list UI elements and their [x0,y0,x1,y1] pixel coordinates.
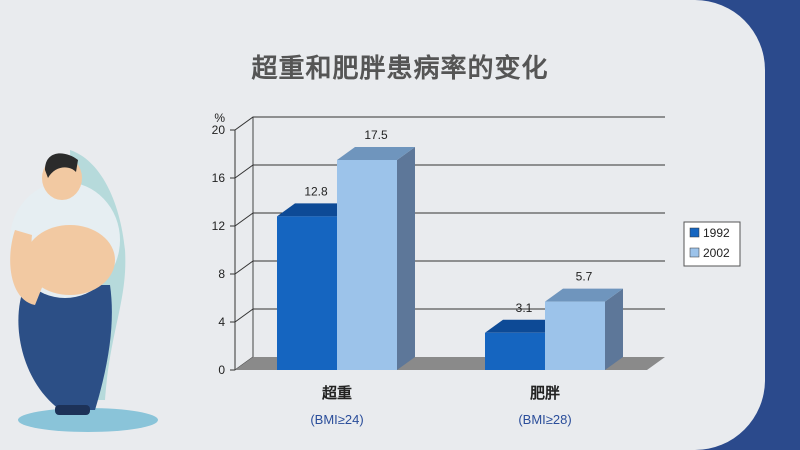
category-note: (BMI≥28) [518,412,571,427]
labels: 12.8 17.5 超重 (BMI≥24) 3.1 5.7 肥胖 (BMI≥28) [304,128,592,427]
y-tick-label: 4 [218,315,225,329]
grid-line [234,164,665,179]
category-label: 肥胖 [530,384,560,402]
data-label: 3.1 [516,301,533,315]
y-tick-label: 16 [212,171,226,185]
bars [277,147,623,370]
category-label: 超重 [321,384,352,402]
bar-2002-0 [337,147,415,370]
grid-line [234,260,665,275]
legend-label: 2002 [703,246,730,260]
legend-swatch [689,227,700,238]
legend: 1992 2002 [683,221,741,267]
side-wall [234,117,254,371]
bar-2002-1 [545,288,623,370]
y-tick-label: 12 [212,219,226,233]
y-unit-label: % [214,111,225,125]
category-note: (BMI≥24) [310,412,363,427]
grid-line [234,116,665,131]
chart-title: 超重和肥胖患病率的变化 [251,54,549,84]
y-tick-label: 8 [218,267,225,281]
y-tick-label: 0 [218,363,225,377]
overweight-man-illustration [10,150,158,432]
data-label: 17.5 [364,128,388,142]
y-tick-label: 20 [212,123,226,137]
grid-lines [234,116,665,371]
data-label: 5.7 [576,270,593,284]
grid-line [234,308,665,323]
grid-line [234,212,665,227]
legend-box [683,221,741,267]
legend-label: 1992 [703,226,730,240]
data-label: 12.8 [304,184,328,198]
legend-swatch [689,247,700,258]
